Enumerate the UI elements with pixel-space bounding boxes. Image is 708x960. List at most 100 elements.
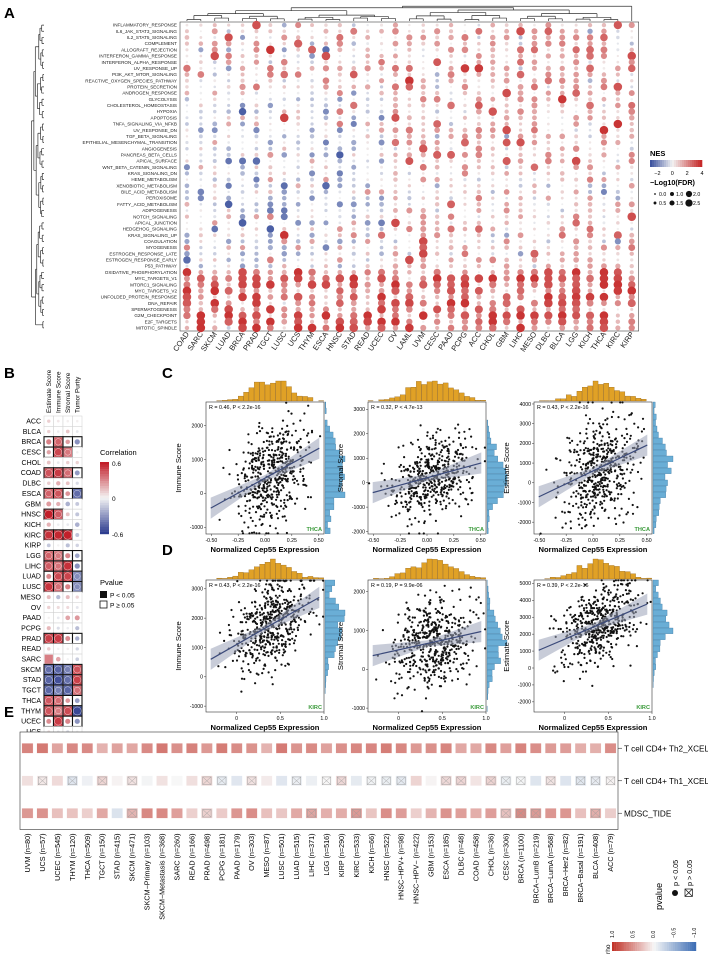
scatter-point [285,494,288,497]
nes-bubble [572,89,581,97]
scatter-point [256,656,259,659]
nes-bubble [267,139,274,146]
scatter-point [292,448,295,451]
nes-bubble [616,134,620,139]
nes-bubble [447,213,455,220]
scatter-point [447,651,450,655]
correlation-dot [54,675,63,685]
nes-bubble [224,317,233,326]
correlation-legend-gradient-cell [100,481,109,484]
scatter-point [604,508,607,511]
scatter-point [427,612,430,615]
nes-bubble [184,41,190,46]
nes-bubble [475,108,482,115]
nes-bubble [269,122,272,126]
scatter-point [246,628,249,631]
nes-bubble [449,190,453,194]
correlation-dot [75,543,79,548]
nes-bubble [392,22,399,28]
nes-bubble [240,153,245,157]
nes-bubble [338,165,342,169]
nes-bubble [406,288,413,294]
scatter-point [280,634,283,637]
scatter-point [280,456,283,459]
scatter-point [261,640,264,644]
nes-bubble [546,48,550,52]
nes-bubble [616,29,620,33]
correlation-dot [74,718,81,725]
scatter-point [274,449,277,452]
nes-legend-gradient-cell [692,160,695,167]
nes-bubble [268,263,273,269]
nes-bubble [337,282,343,288]
nes-bubble [477,116,481,120]
nes-bubble [588,147,592,150]
scatter-point [417,485,420,488]
scatter-point [463,430,466,433]
nes-bubble [518,177,523,182]
scatter-point [561,510,564,513]
nes-bubble [573,53,579,59]
correlation-dot [66,658,69,661]
nes-bubble [239,244,246,251]
scatter-point [246,615,249,618]
scatter-point [599,455,602,458]
scatter-point [294,620,297,624]
nes-bubble [185,153,188,156]
nes-bubble [449,196,453,200]
nes-bubble [504,97,509,102]
correlation-dot [45,666,53,674]
row-label: MITOTIC_SPINDLE [136,326,177,331]
nes-bubble [449,110,453,113]
scatter-point [266,470,270,473]
nes-bubble [518,22,523,28]
scatter-point [261,608,264,611]
nes-bubble [310,30,314,33]
scatter-point [588,502,591,505]
right-histogram-bar [324,591,330,598]
scatter-point [407,532,411,535]
scatter-point [245,612,248,615]
nes-bubble [379,313,384,318]
scatter-point [396,692,399,695]
scatter-point [293,477,297,480]
nes-bubble [365,35,371,40]
scatter-point [437,480,440,483]
scatter-point [424,697,428,700]
nes-bubble [560,214,564,219]
scatter-point [419,464,422,467]
nes-bubble [253,59,260,65]
scatter-point [275,637,278,640]
scatter-point [407,490,410,493]
scatter-point [452,605,455,609]
scatter-point [301,474,304,478]
dendrogram-branch [31,120,36,298]
scatter-point [237,512,240,515]
scatter-point [579,466,583,469]
nes-bubble [255,141,258,144]
scatter-point [318,623,321,626]
nes-bubble [546,245,550,250]
nes-bubble [602,233,606,237]
nes-bubble [379,208,384,213]
scatter-point [406,525,409,528]
nes-bubble [212,23,217,28]
row-label: LGG [26,553,41,560]
scatter-point [588,452,591,455]
right-histogram-bar [324,407,327,414]
nes-bubble [574,172,578,175]
scatter-point [400,694,404,697]
nes-bubble [185,159,189,163]
scatter-point [269,511,272,514]
nes-bubble [255,79,258,82]
scatter-point [292,470,295,473]
nes-bubble [505,178,508,181]
nes-bubble [544,280,553,289]
regression-line [372,462,482,494]
nes-bubble [227,103,231,108]
nes-bubble [504,48,509,52]
scatter-point [287,663,290,666]
nes-bubble [420,263,427,270]
scatter-point [584,414,588,417]
nes-bubble [628,182,635,189]
